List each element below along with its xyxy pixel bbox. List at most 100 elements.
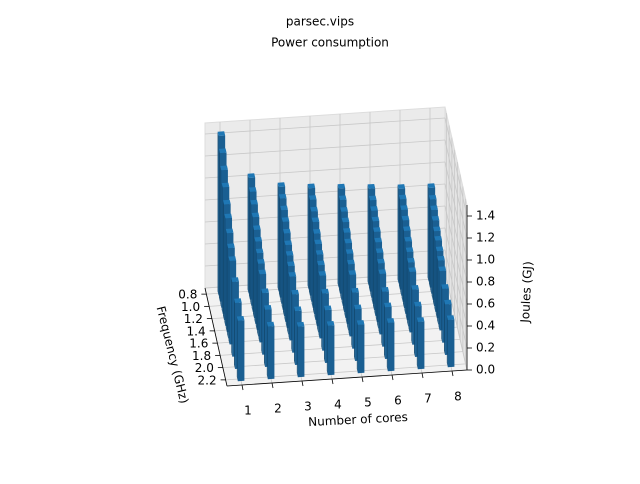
- bar-top: [227, 243, 235, 249]
- bar-top: [438, 266, 447, 272]
- bar-top: [231, 277, 239, 282]
- bar-side: [431, 216, 433, 300]
- bar-side: [227, 243, 229, 339]
- bar-side: [326, 321, 328, 376]
- bar-side: [277, 182, 279, 292]
- bar-top: [294, 306, 302, 312]
- bar-side: [223, 200, 225, 320]
- bar-side: [384, 303, 386, 359]
- y-tick-label: 2.2: [198, 373, 217, 387]
- bar-top: [307, 183, 316, 189]
- y-tick-label: 1.8: [192, 349, 211, 363]
- bar-top: [356, 320, 365, 325]
- bar-side: [225, 228, 227, 333]
- bar-top: [377, 258, 385, 264]
- bar-side: [248, 187, 250, 300]
- bar-top: [247, 173, 256, 178]
- bar-side: [374, 238, 376, 317]
- bar-top: [431, 215, 440, 221]
- bar-top: [401, 215, 410, 221]
- tick-mark: [391, 374, 394, 381]
- bar-top: [434, 235, 443, 241]
- bar-side: [284, 240, 286, 323]
- bar-top: [318, 271, 327, 276]
- bar-side: [400, 205, 402, 296]
- bar-top: [370, 206, 378, 211]
- y-axis-line: [204, 287, 228, 387]
- bar-side: [266, 322, 268, 380]
- bar-front: [387, 322, 395, 372]
- bar-side: [250, 200, 252, 306]
- bar-top: [416, 317, 425, 322]
- bar-side: [373, 227, 375, 310]
- bar-side: [401, 216, 403, 302]
- x-axis-label: Number of cores: [308, 410, 408, 429]
- bar-side: [437, 256, 439, 325]
- z-tick-label: 0.0: [476, 363, 495, 377]
- bar-side: [337, 184, 339, 288]
- bar-side: [367, 184, 369, 286]
- bar-top: [381, 287, 389, 292]
- grid-line: [204, 161, 446, 179]
- chart-subtitle: Power consumption: [271, 36, 389, 50]
- grid-line: [204, 139, 446, 157]
- bar-top: [398, 194, 407, 200]
- bar-top: [368, 195, 377, 201]
- bar-top: [284, 240, 293, 246]
- bar-side: [296, 322, 298, 378]
- x-tick-label: 3: [304, 400, 312, 414]
- bar-front: [417, 321, 425, 370]
- bar-side: [428, 195, 430, 288]
- bar-side: [434, 236, 436, 313]
- bar-side: [433, 226, 435, 306]
- tick-mark: [271, 382, 274, 389]
- bar-side: [280, 205, 282, 304]
- bar-side: [258, 270, 260, 343]
- bar-top: [378, 269, 387, 274]
- bar-front: [327, 325, 335, 376]
- bar-top: [224, 213, 233, 219]
- bar-side: [398, 195, 400, 290]
- bar-top: [255, 248, 264, 254]
- bar-side: [405, 247, 407, 321]
- bar-side: [403, 226, 405, 308]
- bar-side: [231, 277, 233, 357]
- bar-side: [435, 246, 437, 319]
- bar-side: [221, 183, 223, 314]
- bar: [326, 321, 335, 376]
- bar-side: [397, 184, 399, 284]
- bar-side: [370, 206, 372, 298]
- bar-top: [375, 248, 384, 253]
- bar-top: [281, 217, 290, 222]
- bar-side: [287, 261, 289, 335]
- bar-front: [297, 326, 305, 378]
- bar-top: [321, 288, 329, 294]
- bar-side: [251, 212, 253, 312]
- y-tick-label: 1.6: [189, 337, 208, 351]
- bar-side: [228, 256, 230, 345]
- bar-top: [444, 299, 452, 305]
- x-tick-label: 1: [244, 404, 252, 418]
- bar: [296, 321, 305, 378]
- bar-top: [345, 249, 354, 254]
- bar-side: [356, 320, 358, 374]
- bar-side: [371, 217, 373, 304]
- tick-mark: [301, 380, 304, 387]
- bar-side: [254, 237, 256, 325]
- bar-top: [253, 225, 261, 230]
- bar-side: [411, 285, 413, 345]
- bar-top: [277, 182, 286, 187]
- bar-top: [337, 183, 346, 189]
- bar-top: [234, 298, 242, 303]
- tick-mark: [361, 376, 364, 383]
- grid-line: [444, 139, 468, 239]
- bar-side: [217, 131, 219, 296]
- bar: [446, 315, 455, 368]
- bar-top: [343, 228, 351, 233]
- bar-top: [354, 304, 362, 310]
- bar-side: [438, 266, 440, 331]
- bar-side: [234, 298, 236, 369]
- z-tick-label: 0.4: [476, 319, 495, 333]
- bar-side: [318, 271, 320, 339]
- bar: [416, 317, 425, 370]
